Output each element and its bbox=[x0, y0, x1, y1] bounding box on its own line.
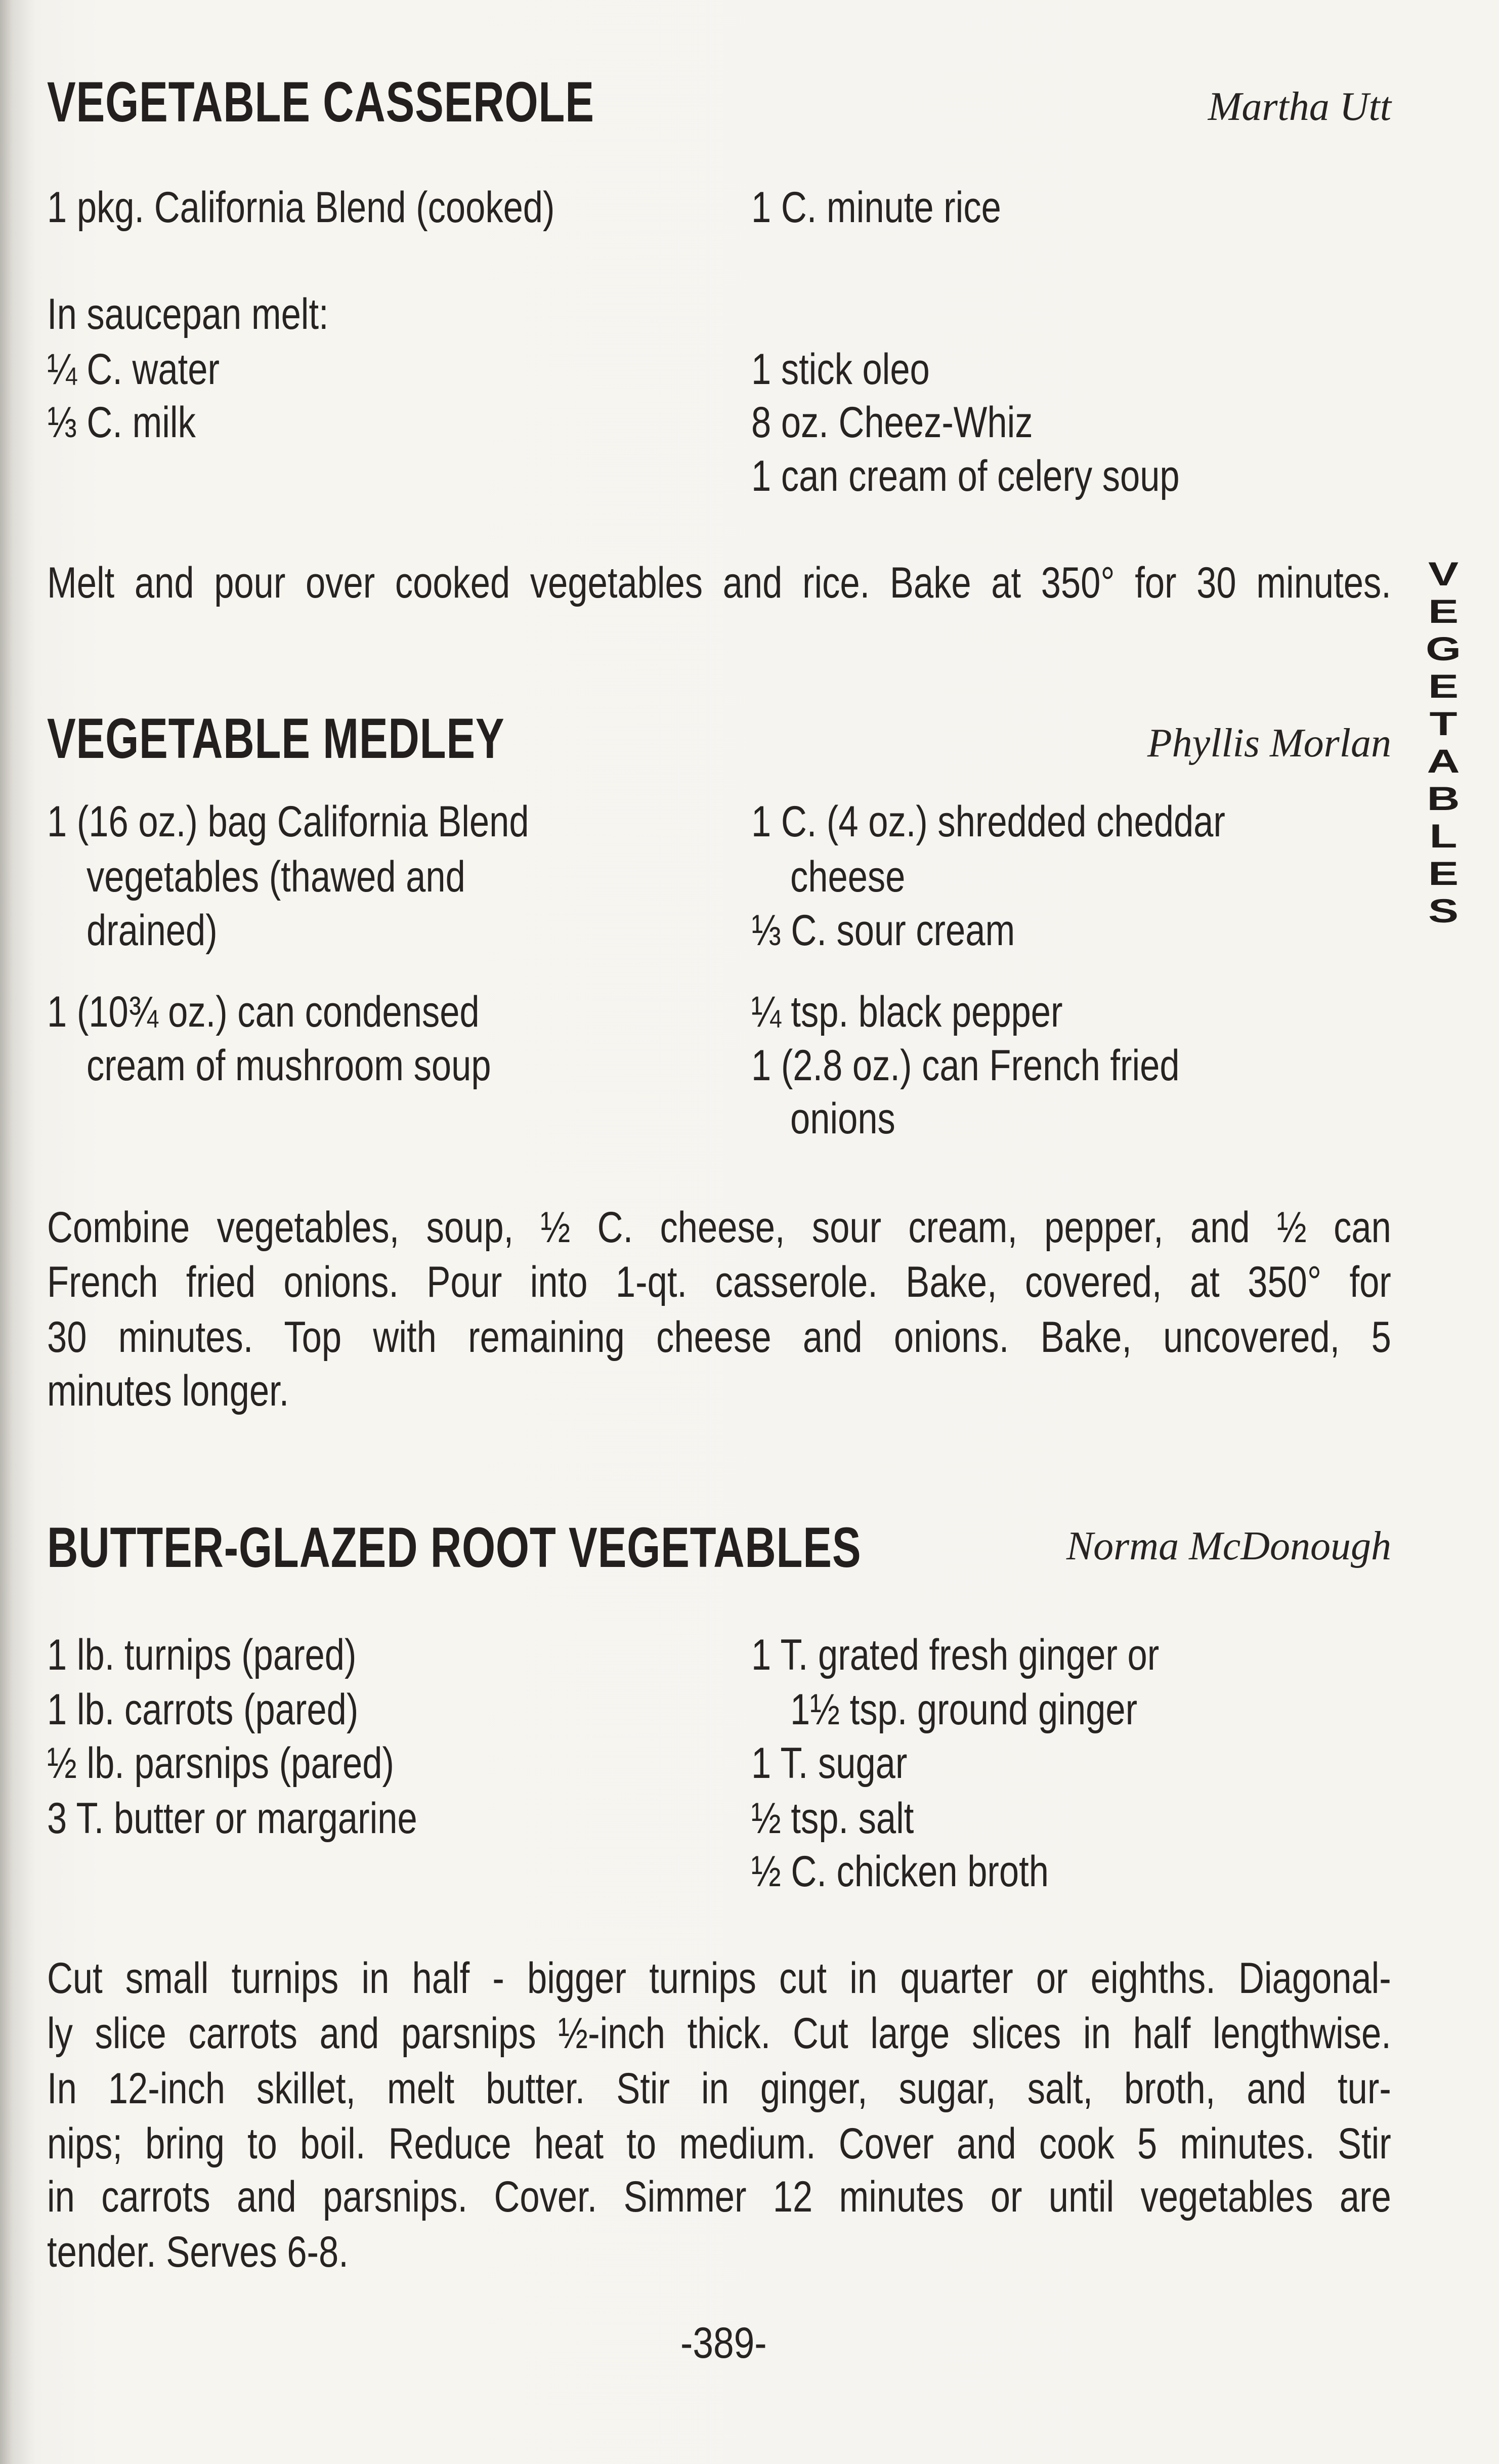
directions-line: in carrots and parsnips. Cover. Simmer 1… bbox=[47, 2173, 1391, 2221]
ingredient: 1 stick oleo bbox=[751, 345, 930, 394]
ingredient: 3 T. butter or margarine bbox=[47, 1794, 417, 1843]
recipe-title: BUTTER-GLAZED ROOT VEGETABLES bbox=[47, 1516, 862, 1579]
tab-letter: A bbox=[1427, 743, 1460, 780]
ingredient: 1 T. grated fresh ginger or bbox=[751, 1631, 1160, 1679]
directions-line: Cut small turnips in half - bigger turni… bbox=[47, 1954, 1391, 2003]
ingredient: 1 (2.8 oz.) can French fried bbox=[751, 1041, 1180, 1090]
directions-line: nips; bring to boil. Reduce heat to medi… bbox=[47, 2119, 1391, 2168]
ingredient: onions bbox=[790, 1094, 895, 1143]
ingredient: 1 T. sugar bbox=[751, 1739, 908, 1788]
ingredient: 1 C. minute rice bbox=[751, 183, 1001, 232]
recipe-title: VEGETABLE MEDLEY bbox=[47, 707, 505, 770]
ingredient: 1½ tsp. ground ginger bbox=[790, 1685, 1138, 1734]
directions-line: ly slice carrots and parsnips ½-inch thi… bbox=[47, 2009, 1391, 2058]
ingredient: cheese bbox=[790, 853, 906, 901]
ingredient: cream of mushroom soup bbox=[87, 1041, 491, 1090]
directions-line: In 12-inch skillet, melt butter. Stir in… bbox=[47, 2064, 1391, 2113]
ingredient: 1 (16 oz.) bag California Blend bbox=[47, 797, 529, 846]
ingredient: drained) bbox=[87, 906, 218, 955]
ingredient: 1 (10¾ oz.) can condensed bbox=[47, 988, 480, 1036]
ingredient-subheading: In saucepan melt: bbox=[47, 290, 329, 338]
ingredient: ½ C. chicken broth bbox=[751, 1847, 1049, 1896]
tab-letter: E bbox=[1428, 593, 1459, 630]
directions-line: French fried onions. Pour into 1-qt. cas… bbox=[47, 1258, 1391, 1306]
tab-letter: S bbox=[1428, 893, 1459, 930]
section-tab-vegetables: V E G E T A B L E S bbox=[1421, 556, 1466, 930]
ingredient: vegetables (thawed and bbox=[87, 853, 465, 901]
directions-line: minutes longer. bbox=[47, 1367, 289, 1415]
directions-line: tender. Serves 6-8. bbox=[47, 2228, 349, 2276]
ingredient: 1 can cream of celery soup bbox=[751, 452, 1180, 500]
directions-line: Combine vegetables, soup, ½ C. cheese, s… bbox=[47, 1203, 1391, 1252]
tab-letter: V bbox=[1428, 556, 1459, 593]
recipe-author: Norma McDonough bbox=[1066, 1524, 1391, 1568]
page-number: -389- bbox=[680, 2319, 767, 2367]
recipe-author: Martha Utt bbox=[1208, 84, 1391, 129]
tab-letter: G bbox=[1425, 630, 1462, 668]
ingredient: 1 lb. carrots (pared) bbox=[47, 1685, 359, 1734]
ingredient: ⅓ C. sour cream bbox=[751, 906, 1015, 955]
tab-letter: B bbox=[1427, 780, 1460, 818]
ingredient: ¼ C. water bbox=[47, 345, 220, 394]
ingredient: ½ tsp. salt bbox=[751, 1794, 914, 1843]
ingredient: ⅓ C. milk bbox=[47, 398, 196, 447]
ingredient: 1 lb. turnips (pared) bbox=[47, 1631, 357, 1679]
ingredient: ¼ tsp. black pepper bbox=[751, 988, 1063, 1036]
ingredient: 1 C. (4 oz.) shredded cheddar bbox=[751, 797, 1225, 846]
tab-letter: T bbox=[1429, 705, 1458, 743]
recipe-author: Phyllis Morlan bbox=[1147, 721, 1391, 766]
ingredient: ½ lb. parsnips (pared) bbox=[47, 1739, 394, 1788]
directions-line: Melt and pour over cooked vegetables and… bbox=[47, 559, 1391, 607]
ingredient: 8 oz. Cheez-Whiz bbox=[751, 398, 1033, 447]
tab-letter: E bbox=[1428, 855, 1459, 893]
tab-letter: E bbox=[1428, 668, 1459, 705]
ingredient: 1 pkg. California Blend (cooked) bbox=[47, 183, 555, 232]
tab-letter: L bbox=[1429, 818, 1458, 855]
recipe-title: VEGETABLE CASSEROLE bbox=[47, 70, 594, 134]
directions-line: 30 minutes. Top with remaining cheese an… bbox=[47, 1313, 1391, 1362]
